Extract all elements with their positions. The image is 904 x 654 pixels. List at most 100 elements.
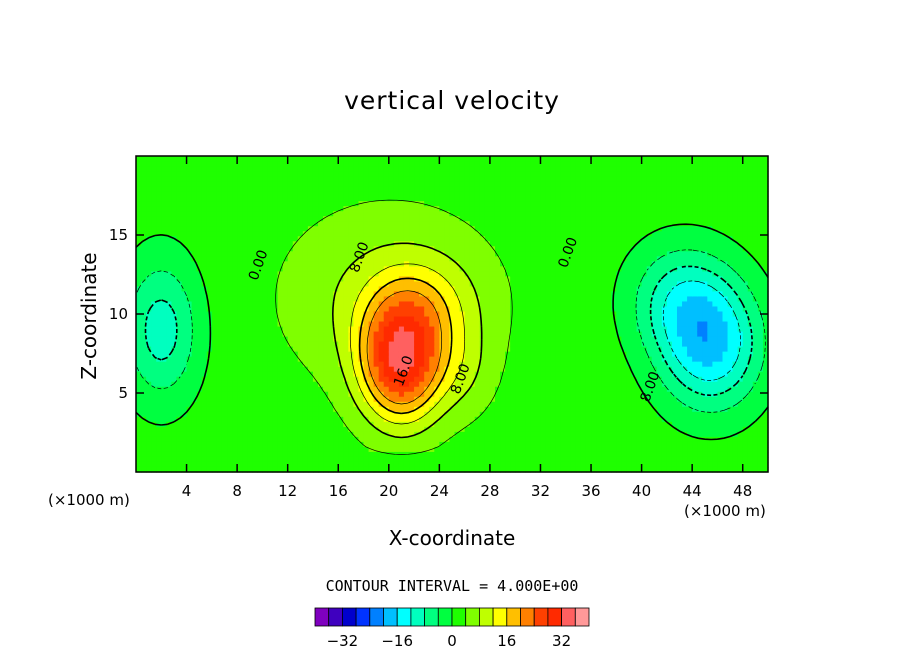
heatmap-cell: [419, 286, 425, 293]
heatmap-cell: [333, 276, 339, 282]
heatmap-cell: [479, 171, 486, 177]
heatmap-cell: [242, 256, 248, 262]
heatmap-cell: [242, 401, 248, 408]
heatmap-cell: [348, 276, 355, 282]
heatmap-cell: [510, 206, 516, 212]
heatmap-cell: [136, 261, 142, 267]
heatmap-cell: [338, 231, 344, 237]
heatmap-cell: [444, 346, 451, 353]
heatmap-cell: [333, 196, 339, 202]
heatmap-cell: [287, 306, 294, 313]
heatmap-cell: [434, 266, 440, 272]
heatmap-cell: [388, 346, 395, 353]
heatmap-cell: [353, 161, 360, 167]
heatmap-cell: [348, 196, 355, 202]
heatmap-cell: [398, 336, 405, 343]
heatmap-cell: [221, 416, 228, 423]
heatmap-cell: [424, 276, 430, 282]
heatmap-cell: [312, 386, 319, 393]
heatmap-cell: [494, 341, 501, 348]
heatmap-cell: [297, 221, 304, 227]
heatmap-cell: [510, 161, 516, 167]
heatmap-cell: [227, 171, 233, 177]
heatmap-cell: [302, 186, 309, 192]
heatmap-cell: [419, 441, 425, 448]
heatmap-cell: [323, 241, 329, 247]
heatmap-cell: [368, 236, 375, 242]
heatmap-cell: [500, 301, 506, 308]
heatmap-cell: [454, 296, 461, 303]
heatmap-cell: [454, 451, 461, 458]
heatmap-cell: [216, 211, 223, 217]
heatmap-cell: [348, 356, 355, 363]
heatmap-cell: [363, 336, 370, 343]
heatmap-cell: [221, 401, 228, 408]
heatmap-cell: [469, 226, 476, 232]
heatmap-cell: [333, 206, 339, 212]
heatmap-cell: [191, 166, 198, 172]
heatmap-cell: [196, 446, 203, 453]
heatmap-cell: [378, 226, 385, 232]
heatmap-cell: [419, 246, 425, 252]
heatmap-cell: [530, 341, 537, 348]
heatmap-cell: [252, 341, 258, 348]
heatmap-cell: [439, 366, 446, 373]
heatmap-cell: [515, 376, 521, 383]
heatmap-cell: [515, 466, 521, 473]
heatmap-cell: [318, 226, 324, 232]
heatmap-cell: [424, 321, 430, 328]
heatmap-cell: [312, 161, 319, 167]
heatmap-cell: [151, 371, 157, 378]
heatmap-cell: [232, 401, 238, 408]
heatmap-cell: [383, 161, 390, 167]
heatmap-cell: [378, 446, 385, 453]
heatmap-cell: [479, 361, 486, 368]
heatmap-cell: [489, 341, 496, 348]
heatmap-cell: [312, 266, 319, 272]
heatmap-cell: [333, 321, 339, 328]
heatmap-cell: [353, 426, 360, 433]
heatmap-cell: [247, 451, 253, 458]
heatmap-cell: [323, 466, 329, 473]
heatmap-cell: [166, 296, 172, 303]
heatmap-cell: [343, 441, 349, 448]
heatmap-cell: [181, 166, 188, 172]
heatmap-cell: [439, 461, 446, 468]
heatmap-cell: [368, 426, 375, 433]
heatmap-cell: [515, 226, 521, 232]
heatmap-cell: [176, 201, 183, 207]
heatmap-cell: [312, 431, 319, 438]
heatmap-cell: [201, 156, 208, 162]
heatmap-cell: [323, 396, 329, 403]
heatmap-cell: [151, 286, 157, 293]
heatmap-cell: [383, 301, 390, 308]
heatmap-cell: [318, 336, 324, 343]
heatmap-cell: [343, 241, 349, 247]
heatmap-cell: [328, 296, 334, 303]
heatmap-cell: [484, 186, 491, 192]
heatmap-cell: [272, 296, 279, 303]
heatmap-cell: [201, 336, 208, 343]
heatmap-cell: [221, 406, 228, 413]
heatmap-cell: [171, 226, 178, 232]
heatmap-cell: [287, 166, 294, 172]
heatmap-cell: [368, 186, 375, 192]
heatmap-cell: [206, 466, 213, 473]
heatmap-cell: [353, 211, 360, 217]
heatmap-cell: [196, 261, 203, 267]
heatmap-cell: [257, 461, 263, 468]
heatmap-cell: [343, 166, 349, 172]
heatmap-cell: [388, 366, 395, 373]
heatmap-cell: [409, 386, 415, 393]
heatmap-cell: [449, 371, 456, 378]
heatmap-cell: [368, 251, 375, 257]
heatmap-cell: [302, 291, 309, 298]
heatmap-cell: [136, 211, 142, 217]
heatmap-cell: [343, 216, 349, 222]
heatmap-cell: [530, 401, 537, 408]
heatmap-cell: [287, 261, 294, 267]
heatmap-cell: [277, 191, 284, 197]
heatmap-cell: [282, 326, 289, 333]
heatmap-cell: [176, 406, 183, 413]
heatmap-cell: [171, 301, 178, 308]
